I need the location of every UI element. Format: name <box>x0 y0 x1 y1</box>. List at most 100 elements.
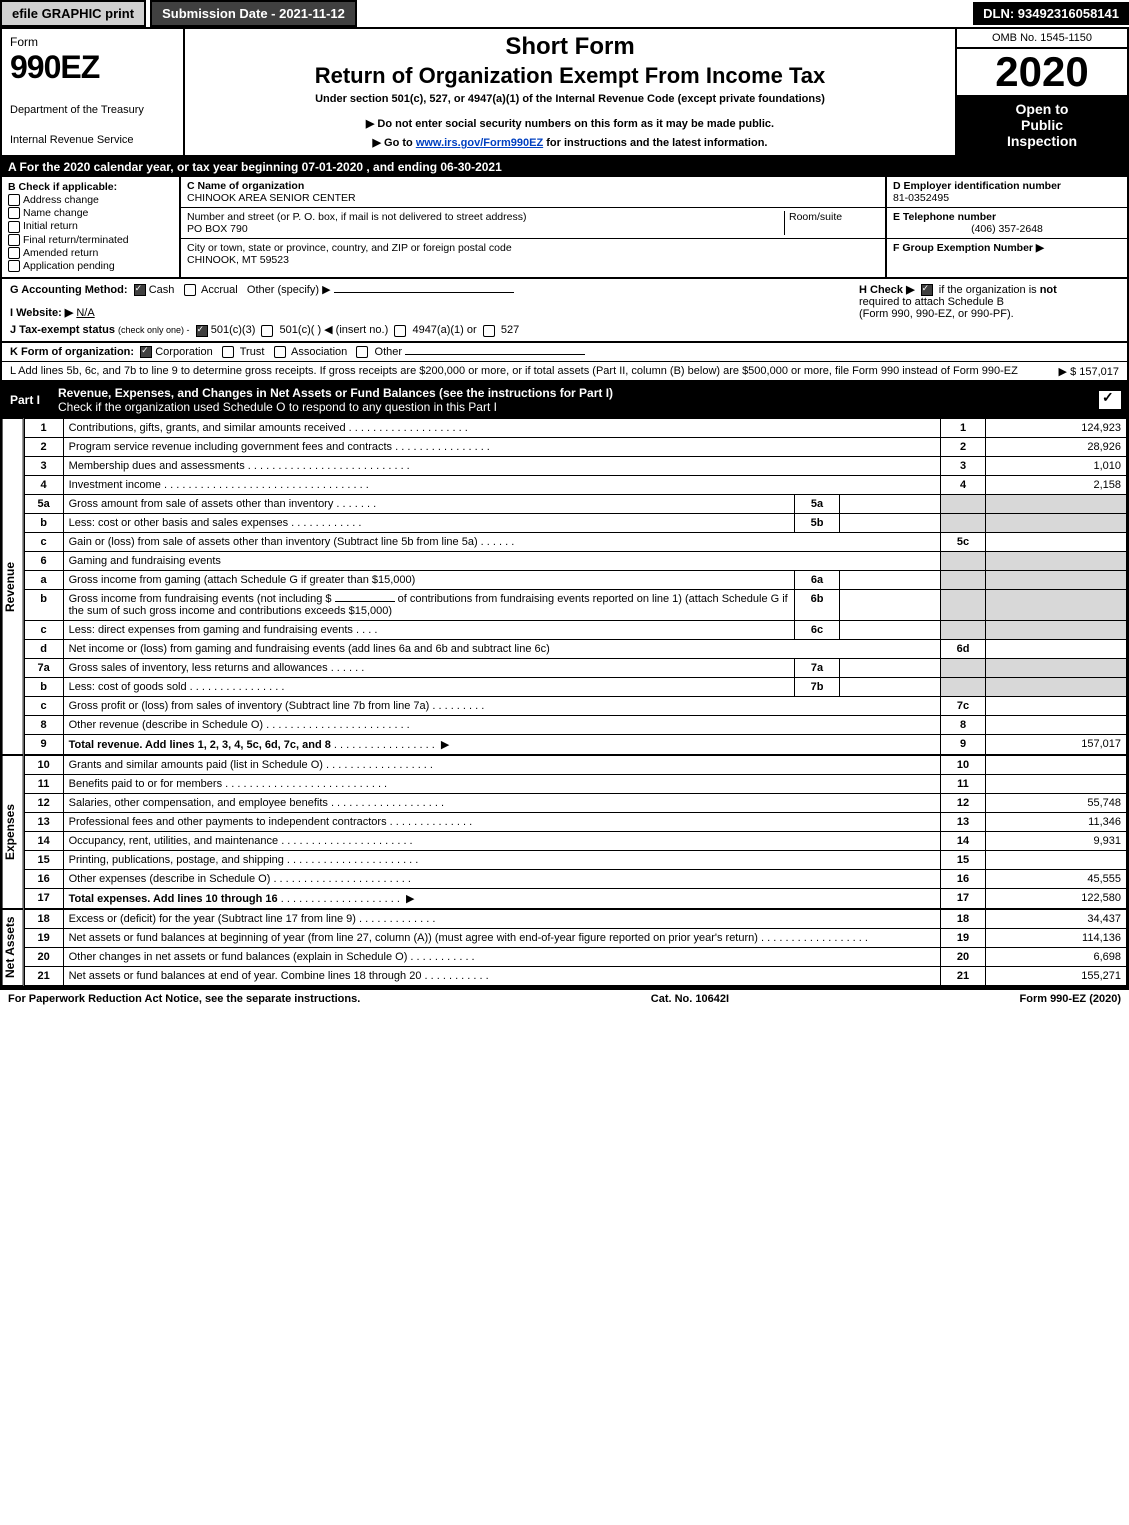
line-21: 21Net assets or fund balances at end of … <box>24 966 1126 985</box>
l8-num: 8 <box>941 715 986 734</box>
ln-6: 6 <box>24 551 63 570</box>
j-501c-checkbox[interactable] <box>261 325 273 337</box>
l13-num: 13 <box>941 812 986 831</box>
l6b-amount-input[interactable] <box>335 601 395 602</box>
line-h: H Check ▶ if the organization is not req… <box>859 283 1119 336</box>
line-j: J Tax-exempt status (check only one) - 5… <box>10 323 849 336</box>
net-assets-vertical-label: Net Assets <box>2 909 24 986</box>
h-text1: if the organization is <box>939 284 1040 296</box>
l15-val <box>986 850 1127 869</box>
inspect-line1: Open to <box>1016 101 1069 117</box>
address-row: Number and street (or P. O. box, if mail… <box>181 208 885 239</box>
expenses-table: 10Grants and similar amounts paid (list … <box>24 755 1127 909</box>
k-label: K Form of organization: <box>10 346 134 358</box>
ln-5c: c <box>24 532 63 551</box>
j-label: J Tax-exempt status <box>10 324 115 336</box>
k-other-input[interactable] <box>405 354 585 355</box>
ln-7a: 7a <box>24 658 63 677</box>
line-5c: cGain or (loss) from sale of assets othe… <box>24 532 1126 551</box>
chk-address-change-label: Address change <box>23 194 99 206</box>
l6-shade2 <box>986 551 1127 570</box>
submission-date-button[interactable]: Submission Date - 2021-11-12 <box>150 0 357 27</box>
h-checkbox[interactable] <box>921 284 933 296</box>
ln-7c: c <box>24 696 63 715</box>
chk-application-pending-label: Application pending <box>23 260 115 272</box>
chk-address-change[interactable]: Address change <box>8 194 173 206</box>
l-text: L Add lines 5b, 6c, and 7b to line 9 to … <box>10 365 1018 377</box>
line-11: 11Benefits paid to or for members . . . … <box>24 774 1126 793</box>
chk-application-pending[interactable]: Application pending <box>8 260 173 272</box>
irs-link[interactable]: www.irs.gov/Form990EZ <box>416 137 543 149</box>
website-value: N/A <box>76 307 94 319</box>
l21-num: 21 <box>941 966 986 985</box>
l6-text: Gaming and fundraising events <box>63 551 940 570</box>
goto-line: ▶ Go to www.irs.gov/Form990EZ for instru… <box>193 136 947 149</box>
k-trust-checkbox[interactable] <box>222 346 234 358</box>
e-label: E Telephone number <box>893 211 996 223</box>
line-20: 20Other changes in net assets or fund ba… <box>24 947 1126 966</box>
revenue-section: Revenue 1Contributions, gifts, grants, a… <box>0 418 1129 755</box>
j-501c-label: 501(c)( ) ◀ (insert no.) <box>280 324 389 336</box>
ln-8: 8 <box>24 715 63 734</box>
header-right: OMB No. 1545-1150 2020 Open to Public In… <box>955 29 1127 155</box>
efile-print-button[interactable]: efile GRAPHIC print <box>0 0 146 27</box>
l19-val: 114,136 <box>986 928 1127 947</box>
k-other-checkbox[interactable] <box>356 346 368 358</box>
ein-cell: D Employer identification number 81-0352… <box>887 177 1127 208</box>
line-16: 16Other expenses (describe in Schedule O… <box>24 869 1126 888</box>
part-1-schedule-o-checkbox[interactable] <box>1097 389 1123 411</box>
phone-value: (406) 357-2648 <box>893 223 1121 235</box>
l6b-shade1 <box>941 589 986 620</box>
g-cash-checkbox[interactable] <box>134 284 146 296</box>
l21-val: 155,271 <box>986 966 1127 985</box>
l9-num: 9 <box>941 734 986 754</box>
line-18: 18Excess or (deficit) for the year (Subt… <box>24 909 1126 928</box>
ln-17: 17 <box>24 888 63 908</box>
chk-final-return[interactable]: Final return/terminated <box>8 234 173 246</box>
footer-cat-no: Cat. No. 10642I <box>651 993 729 1005</box>
l11-val <box>986 774 1127 793</box>
ln-12: 12 <box>24 793 63 812</box>
ln-19: 19 <box>24 928 63 947</box>
chk-amended-return[interactable]: Amended return <box>8 247 173 259</box>
addr-value: PO BOX 790 <box>187 223 248 235</box>
l1-num: 1 <box>941 418 986 437</box>
footer-form-number: 990-EZ <box>1050 993 1086 1005</box>
l5a-shade1 <box>941 494 986 513</box>
topbar: efile GRAPHIC print Submission Date - 20… <box>0 0 1129 29</box>
l20-num: 20 <box>941 947 986 966</box>
g-other-input[interactable] <box>334 292 514 293</box>
line-9: 9Total revenue. Add lines 1, 2, 3, 4, 5c… <box>24 734 1126 754</box>
city-label: City or town, state or province, country… <box>187 242 512 254</box>
chk-initial-return[interactable]: Initial return <box>8 220 173 232</box>
l10-val <box>986 755 1127 774</box>
net-assets-table: 18Excess or (deficit) for the year (Subt… <box>24 909 1127 986</box>
l-amount-wrap: ▶ $ 157,017 <box>1059 365 1119 378</box>
line-i: I Website: ▶ N/A <box>10 306 849 319</box>
g-accrual-checkbox[interactable] <box>184 284 196 296</box>
k-corp-checkbox[interactable] <box>140 346 152 358</box>
j-527-checkbox[interactable] <box>483 325 495 337</box>
ein-value: 81-0352495 <box>893 192 949 204</box>
header-left: Form 990EZ Department of the Treasury In… <box>2 29 185 155</box>
k-assoc-checkbox[interactable] <box>274 346 286 358</box>
ln-6c: c <box>24 620 63 639</box>
dln-label: DLN: 93492316058141 <box>973 2 1129 25</box>
chk-amended-return-label: Amended return <box>23 247 98 259</box>
j-4947-checkbox[interactable] <box>394 325 406 337</box>
j-501c3-checkbox[interactable] <box>196 325 208 337</box>
l14-num: 14 <box>941 831 986 850</box>
line-5b: bLess: cost or other basis and sales exp… <box>24 513 1126 532</box>
dept-treasury: Department of the Treasury <box>10 104 175 116</box>
chk-initial-return-label: Initial return <box>23 220 78 232</box>
chk-name-change-label: Name change <box>23 207 88 219</box>
chk-name-change[interactable]: Name change <box>8 207 173 219</box>
l7b-text: Less: cost of goods sold <box>69 681 187 693</box>
i-label: I Website: ▶ <box>10 307 73 319</box>
line-5a: 5aGross amount from sale of assets other… <box>24 494 1126 513</box>
group-exemption-cell: F Group Exemption Number ▶ <box>887 239 1127 257</box>
k-trust-label: Trust <box>240 346 265 358</box>
l15-text: Printing, publications, postage, and shi… <box>69 854 284 866</box>
line-8: 8Other revenue (describe in Schedule O) … <box>24 715 1126 734</box>
l9-val: 157,017 <box>986 734 1127 754</box>
